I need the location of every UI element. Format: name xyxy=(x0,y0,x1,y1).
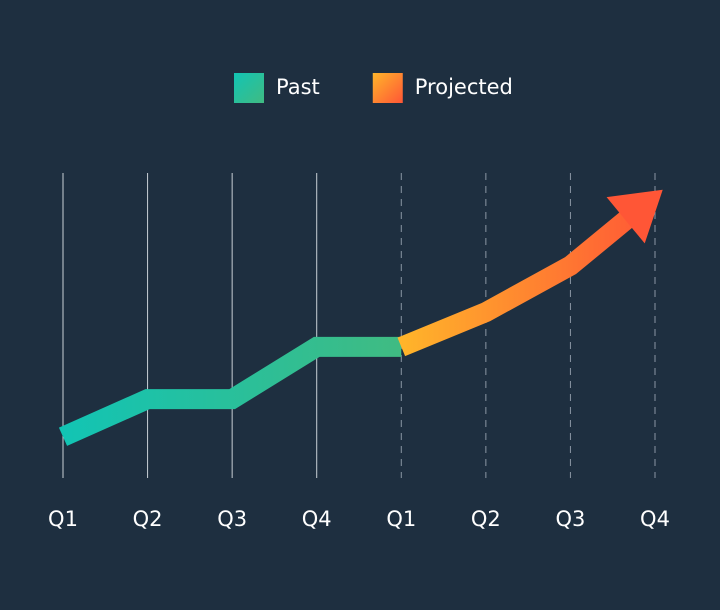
x-tick-label: Q1 xyxy=(48,507,78,531)
legend-label: Past xyxy=(276,75,320,99)
series-line xyxy=(397,209,636,357)
x-tick-label: Q4 xyxy=(640,507,670,531)
series-line xyxy=(58,336,402,446)
x-tick-label: Q4 xyxy=(302,507,332,531)
legend-swatch xyxy=(372,73,403,103)
legend-swatch xyxy=(234,73,264,103)
x-tick-label: Q2 xyxy=(133,507,163,531)
x-tick-label: Q1 xyxy=(386,507,416,531)
x-tick-label: Q3 xyxy=(555,507,585,531)
x-tick-label: Q3 xyxy=(217,507,247,531)
x-tick-label: Q2 xyxy=(471,507,501,531)
arrow-head xyxy=(606,189,663,244)
legend-label: Projected xyxy=(415,75,513,99)
